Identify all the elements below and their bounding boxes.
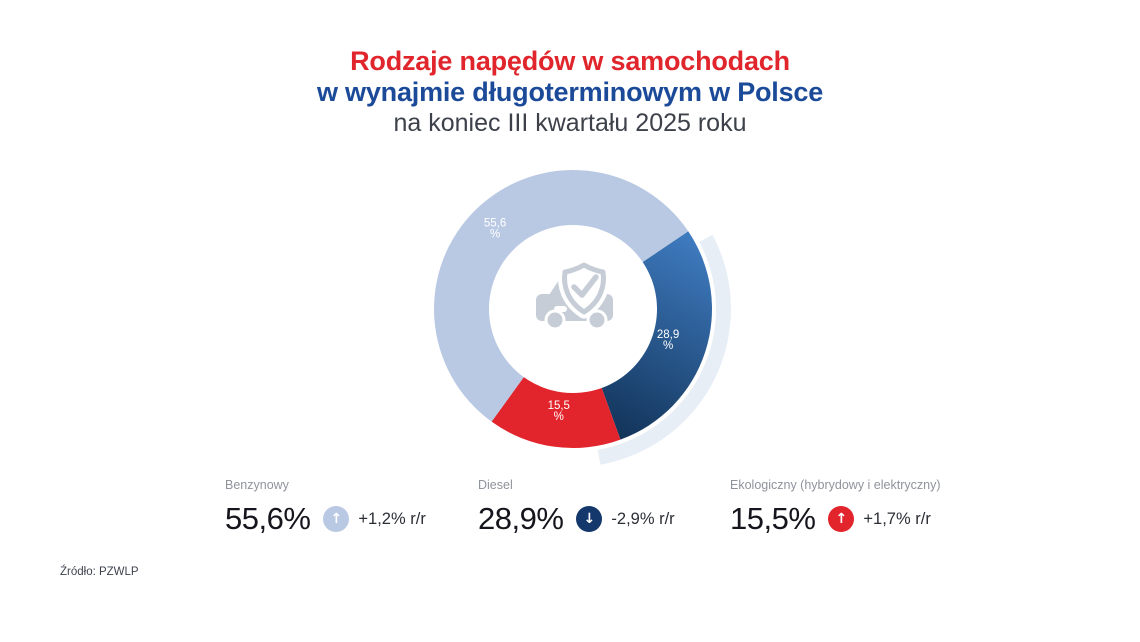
stat-diesel: Diesel 28,9% ↓ -2,9% r/r bbox=[478, 478, 738, 537]
stat-value: 55,6% bbox=[225, 501, 311, 536]
page-title: Rodzaje napędów w samochodach w wynajmie… bbox=[0, 46, 1140, 139]
stat-ekologiczny: Ekologiczny (hybrydowy i elektryczny) 15… bbox=[730, 478, 990, 537]
source-note: Źródło: PZWLP bbox=[60, 566, 139, 578]
stat-label: Ekologiczny (hybrydowy i elektryczny) bbox=[730, 478, 941, 492]
stat-value: 15,5% bbox=[730, 501, 816, 536]
svg-text:55,6%: 55,6% bbox=[484, 218, 506, 241]
stat-label: Diesel bbox=[478, 478, 513, 492]
stat-benzynowy: Benzynowy 55,6% ↑ +1,2% r/r bbox=[225, 478, 485, 537]
title-line-1: Rodzaje napędów w samochodach bbox=[350, 46, 790, 76]
car-shield-check-icon bbox=[536, 258, 613, 331]
donut-segment bbox=[434, 170, 689, 422]
donut-segment bbox=[601, 231, 712, 440]
stat-value: 28,9% bbox=[478, 501, 564, 536]
title-line-2: w wynajmie długoterminowym w Polsce bbox=[316, 77, 824, 107]
stat-change: -2,9% r/r bbox=[611, 509, 675, 528]
highlight-arc bbox=[597, 234, 731, 465]
trend-up-icon: ↑ bbox=[323, 506, 350, 532]
stat-change: +1,2% r/r bbox=[358, 509, 426, 528]
stat-label: Benzynowy bbox=[225, 478, 289, 492]
trend-down-icon: ↓ bbox=[576, 506, 603, 532]
donut-segments bbox=[434, 170, 731, 465]
title-line-3: na koniec III kwartału 2025 roku bbox=[393, 109, 747, 137]
svg-text:15,5%: 15,5% bbox=[548, 400, 570, 423]
stat-change: +1,7% r/r bbox=[863, 509, 931, 528]
trend-up-icon: ↑ bbox=[828, 506, 855, 532]
donut-segment bbox=[491, 377, 621, 448]
donut-segment-labels: 28,9 % 15,5 % 55,6% bbox=[484, 218, 679, 423]
svg-text:28,9%: 28,9% bbox=[657, 329, 679, 352]
